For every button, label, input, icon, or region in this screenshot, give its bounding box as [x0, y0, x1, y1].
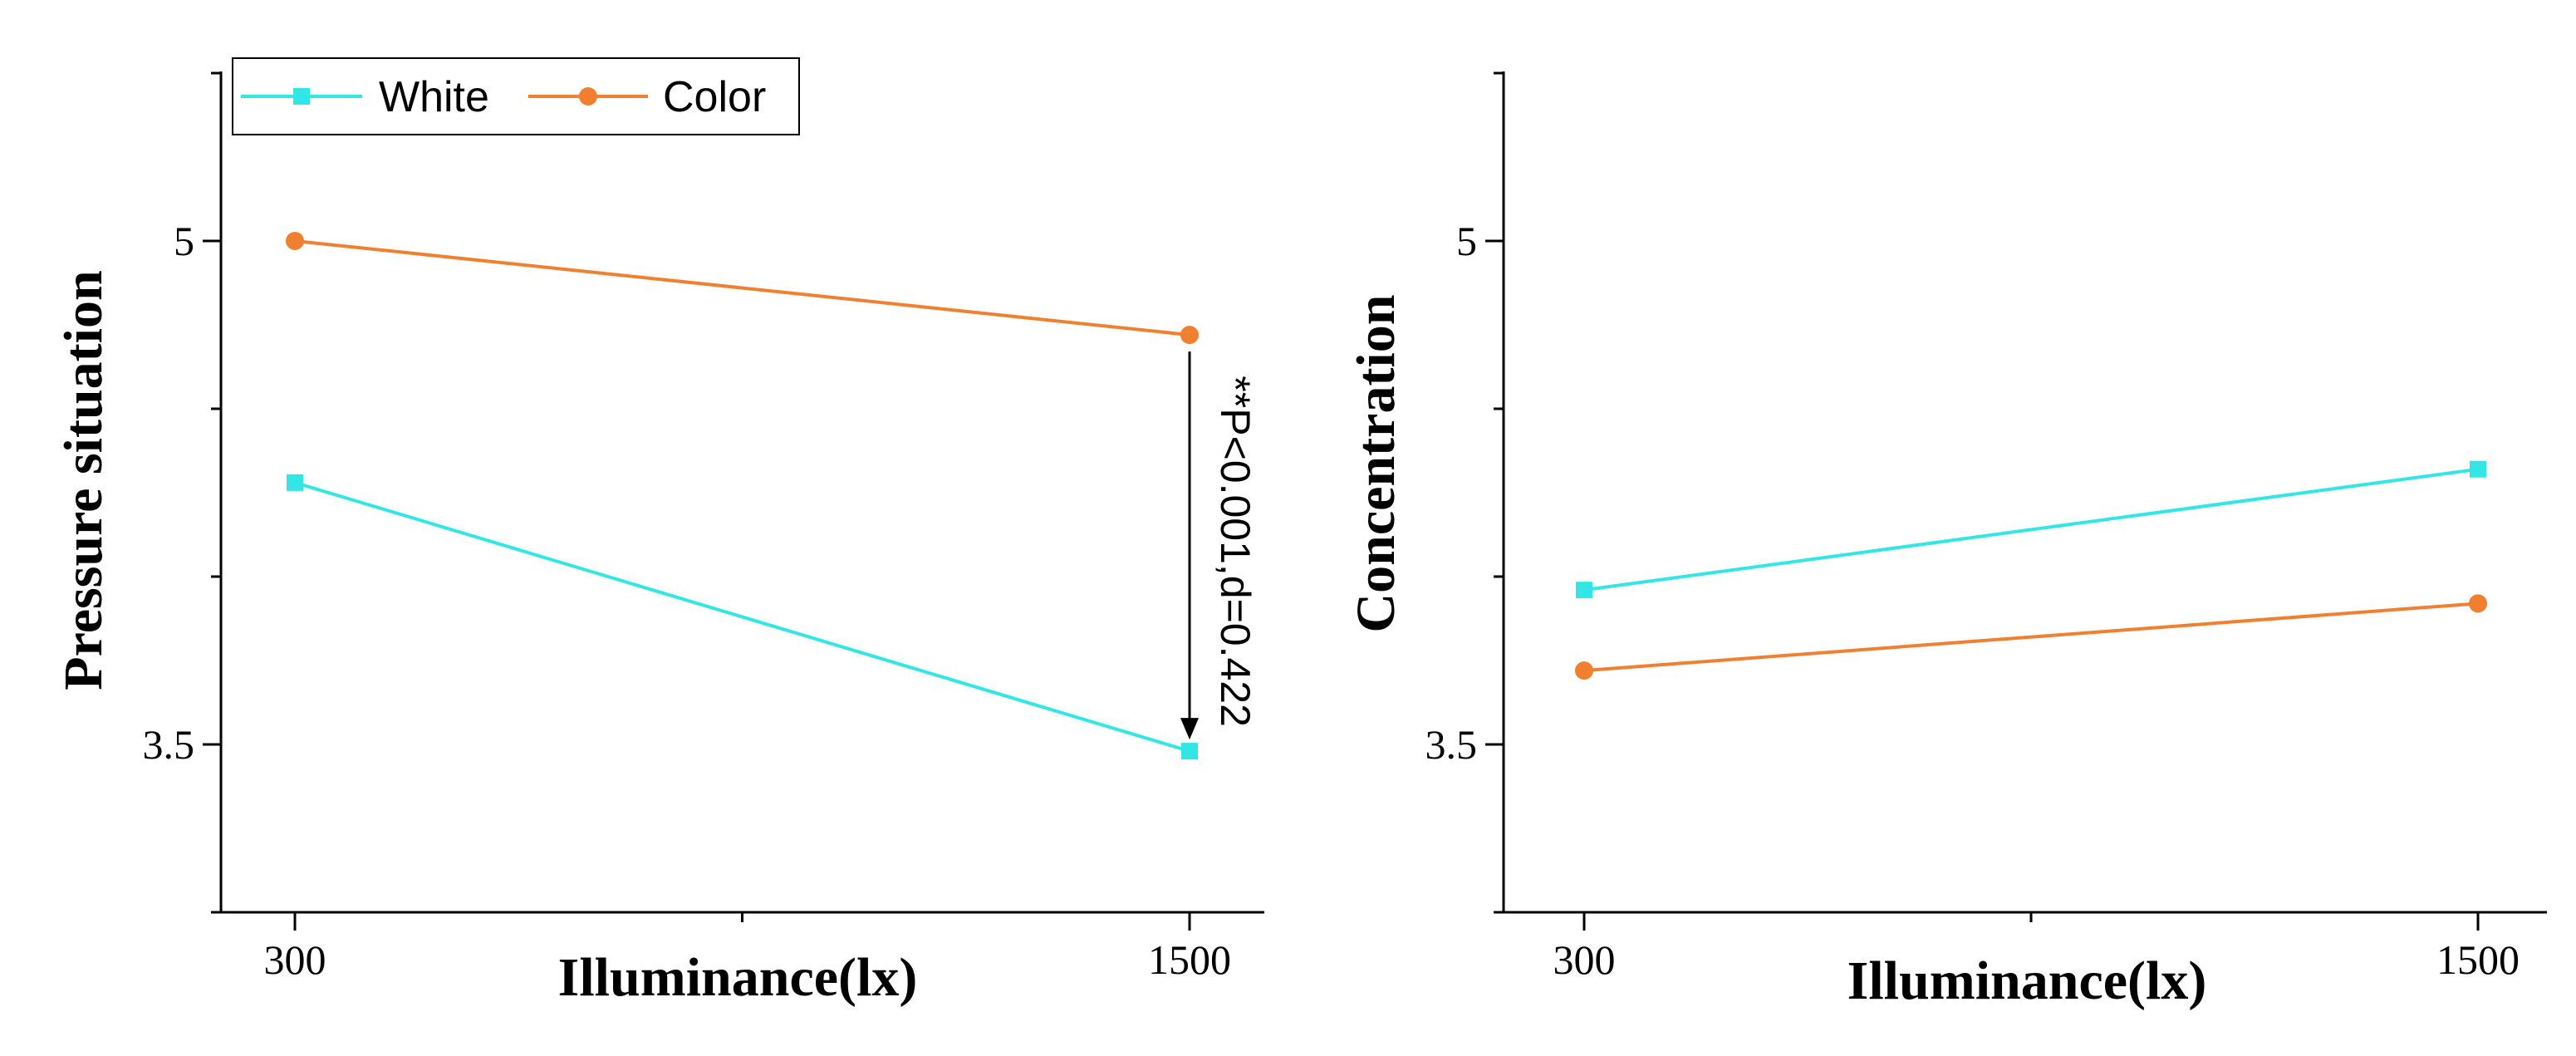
x-axis-title: Illuminance(lx) [1847, 950, 2207, 1011]
y-tick-label: 3.5 [1425, 721, 1478, 768]
data-point-color [1180, 326, 1199, 345]
legend-label-color: Color [663, 73, 766, 121]
y-tick-label: 5 [1456, 218, 1477, 264]
data-point-white [1181, 743, 1198, 760]
data-point-white [1576, 582, 1592, 599]
x-tick-label: 1500 [1148, 936, 1231, 983]
data-point-color [1575, 661, 1593, 680]
legend-label-white: White [379, 73, 489, 121]
data-point-color [2469, 594, 2487, 613]
x-tick-label: 300 [264, 936, 326, 983]
data-point-white [2470, 460, 2486, 478]
series-line-white [1583, 467, 2479, 592]
y-axis-title: Pressure situation [53, 270, 114, 690]
x-tick-label: 300 [1553, 936, 1616, 983]
chart-pressure-situation: 3.5 5 300 1500 **P<0.001,d=0.422 White Colo… [53, 57, 1264, 1008]
y-tick-label: 5 [174, 218, 194, 264]
series-line-color [1583, 602, 2479, 673]
legend-marker-color [579, 87, 597, 106]
significance-label: **P<0.001,d=0.422 [1212, 376, 1259, 727]
legend: White Color [232, 57, 800, 135]
data-point-white [287, 474, 303, 491]
significance-arrow-head [1180, 718, 1199, 740]
legend-marker-white [293, 88, 310, 105]
series-line-white [294, 480, 1190, 753]
data-point-color [286, 232, 304, 250]
y-axis-title: Concentration [1346, 295, 1406, 633]
x-tick-label: 1500 [2436, 936, 2520, 983]
x-axis-title: Illuminance(lx) [558, 947, 918, 1008]
chart-concentration: 3.5 5 300 1500 Illuminance(lx) Concentrati… [1346, 71, 2547, 1011]
y-tick-label: 3.5 [143, 721, 195, 768]
series-line-color [294, 239, 1190, 337]
